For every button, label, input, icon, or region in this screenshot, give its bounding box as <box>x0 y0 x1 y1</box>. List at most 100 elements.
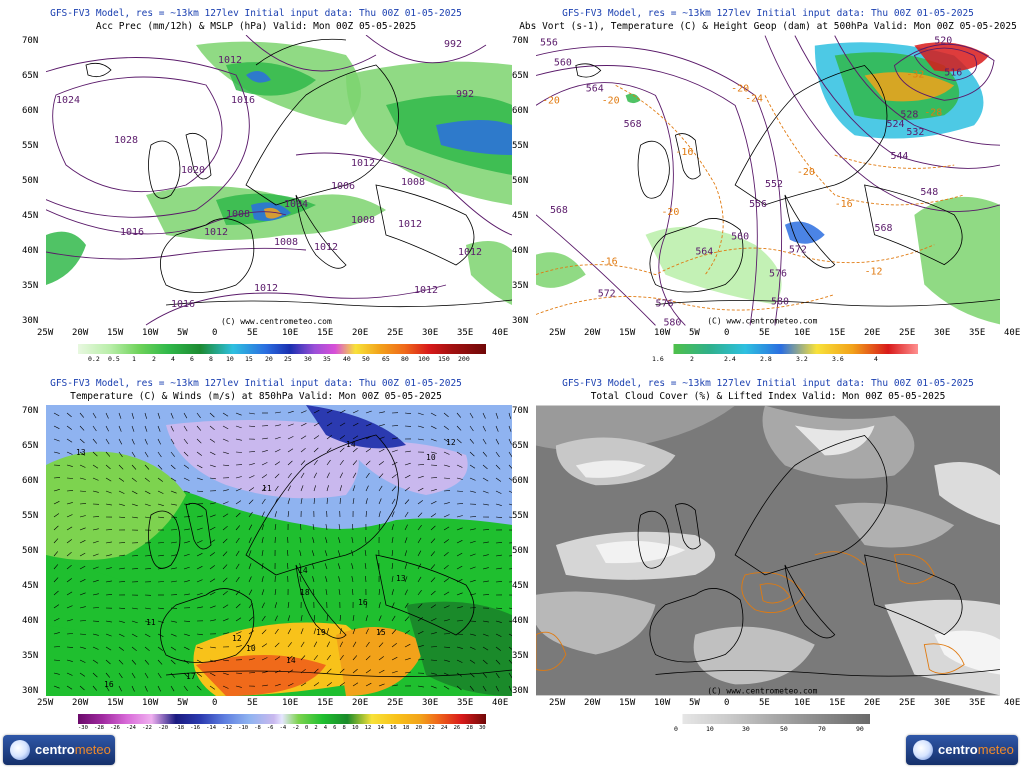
colorbar-tick: 1.6 <box>652 355 664 363</box>
latitude-label: 50N <box>22 176 39 186</box>
wind-arrow <box>326 409 333 414</box>
wind-arrow <box>170 438 175 445</box>
wind-arrow <box>131 425 135 432</box>
wind-arrow <box>443 477 451 479</box>
wind-arrow <box>222 685 229 689</box>
latitude-label: 65N <box>22 441 39 451</box>
wind-arrow <box>196 553 203 557</box>
isobar-label: 1008 <box>401 177 425 188</box>
temp-label: 16 <box>358 598 368 607</box>
wind-arrow <box>209 502 216 505</box>
wind-arrow <box>326 422 333 427</box>
centrometeo-logo-left[interactable]: centrometeo <box>3 735 115 765</box>
longitude-label: 10W <box>142 328 159 338</box>
map-precipitation[interactable]: 1012 1016 1024 1028 1020 1016 1012 1008 … <box>46 35 512 326</box>
wind-arrow <box>131 438 135 445</box>
colorbar-tick: 4 <box>171 355 175 363</box>
wind-arrow <box>287 536 289 544</box>
wind-arrow <box>118 438 123 445</box>
wind-arrow <box>287 485 291 492</box>
contour-label: 580 <box>771 296 789 307</box>
wind-arrow <box>365 641 370 648</box>
wind-arrow <box>209 526 216 531</box>
coastline <box>637 435 1000 677</box>
wind-arrow <box>352 422 359 427</box>
wind-arrow <box>222 425 229 430</box>
wind-arrow <box>417 617 423 622</box>
wind-arrow <box>144 633 151 638</box>
wind-arrow <box>183 477 190 481</box>
wind-arrow <box>118 567 125 570</box>
colorbar-tick: 30 <box>742 725 750 733</box>
wind-arrow <box>274 511 277 518</box>
wind-arrow <box>105 646 112 651</box>
longitude-label: 5E <box>759 328 770 338</box>
latitude-label: 40N <box>22 616 39 626</box>
wind-arrow <box>235 488 242 492</box>
wind-arrow <box>131 646 137 652</box>
colorbar-tick: 2 <box>690 355 694 363</box>
wind-arrow <box>365 510 367 518</box>
wind-arrow <box>144 451 149 458</box>
wind-arrow <box>495 464 501 470</box>
wind-arrow <box>235 438 242 441</box>
wind-arrow <box>495 685 499 692</box>
wind-arrow <box>404 550 408 557</box>
wind-arrow <box>339 497 341 505</box>
wind-arrow <box>404 474 411 479</box>
wind-arrow <box>170 685 175 692</box>
map-850hpa[interactable]: 13 14 10 12 11 14 13 18 19 15 16 11 12 1… <box>46 405 512 696</box>
latitude-label: 65N <box>22 71 39 81</box>
wind-arrow <box>92 540 99 544</box>
centrometeo-logo-right[interactable]: centrometeo <box>906 735 1018 765</box>
wind-arrow <box>495 503 502 506</box>
wind-arrow <box>313 435 320 440</box>
wind-arrow <box>79 646 86 649</box>
wind-arrow <box>469 659 476 664</box>
wind-arrow <box>79 464 86 468</box>
wind-arrow <box>209 412 215 418</box>
wind-arrow <box>313 485 316 492</box>
wind-arrow <box>378 511 381 518</box>
temp-label: -20 <box>731 83 749 94</box>
wind-arrow <box>495 516 503 518</box>
map-cloud-cover[interactable]: (C) www.centrometeo.com <box>536 405 1000 696</box>
wind-arrow <box>378 485 383 492</box>
wind-arrow <box>417 590 422 596</box>
wind-arrow <box>105 659 111 665</box>
wind-arrow <box>170 620 177 623</box>
wind-arrow <box>144 555 152 557</box>
panel-title: Abs Vort (s-1), Temperature (C) & Height… <box>519 21 1017 32</box>
wind-arrow <box>417 550 422 557</box>
wind-arrow <box>391 629 397 635</box>
wind-arrow <box>118 646 124 651</box>
map-500hpa[interactable]: 556 560 564 568 568 572 576 580 552 556 … <box>536 35 1000 326</box>
coastline <box>575 63 1000 307</box>
lifted-index-contours <box>536 551 965 674</box>
longitude-label: 30E <box>422 698 439 708</box>
wind-arrow <box>313 447 319 453</box>
temp-label: 17 <box>186 672 196 681</box>
wind-arrow <box>183 633 190 636</box>
wind-arrow <box>235 412 242 416</box>
wind-arrow <box>222 659 229 662</box>
latitude-label: 45N <box>512 211 529 221</box>
longitude-label: 15E <box>317 698 334 708</box>
panel-model-line: GFS-FV3 Model, res = ~13km 127lev Initia… <box>50 378 462 389</box>
wind-arrow <box>261 576 264 583</box>
latitude-label: 35N <box>22 281 39 291</box>
wind-arrow <box>261 524 265 531</box>
wind-arrow <box>196 451 202 456</box>
wind-arrow <box>443 633 451 635</box>
wind-arrow <box>222 632 229 635</box>
wind-arrow <box>92 607 100 609</box>
panel-title: Temperature (C) & Winds (m/s) at 850hPa … <box>70 391 442 402</box>
wind-arrow <box>469 412 474 419</box>
wind-arrow <box>209 552 215 557</box>
wind-arrow <box>235 685 242 688</box>
longitude-label: 20W <box>584 698 601 708</box>
wind-arrow <box>391 643 397 648</box>
wind-arrow <box>352 628 356 635</box>
wind-arrow <box>325 576 328 583</box>
colorbar-ticks: -30 -28 -26 -24 -22 -20 -18 -16 -14 -12 -10 -8 -6 -4-… <box>78 725 486 731</box>
